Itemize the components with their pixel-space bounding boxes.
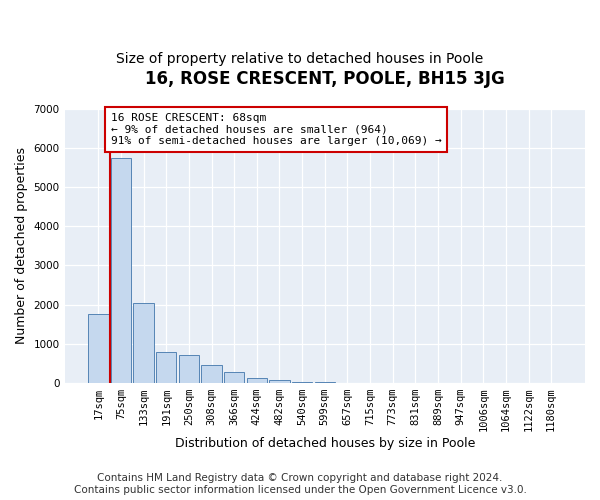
Bar (292, 382, 313, 383)
Text: Contains HM Land Registry data © Crown copyright and database right 2024.
Contai: Contains HM Land Registry data © Crown c… (74, 474, 526, 495)
Bar (156, 352, 176, 383)
Bar (202, 365, 222, 383)
Bar (247, 378, 267, 383)
Text: 16 ROSE CRESCENT: 68sqm
← 9% of detached houses are smaller (964)
91% of semi-de: 16 ROSE CRESCENT: 68sqm ← 9% of detached… (111, 113, 442, 146)
Text: Size of property relative to detached houses in Poole: Size of property relative to detached ho… (116, 52, 484, 66)
Bar (88, 314, 109, 383)
Bar (133, 302, 154, 383)
Y-axis label: Number of detached properties: Number of detached properties (15, 148, 28, 344)
X-axis label: Distribution of detached houses by size in Poole: Distribution of detached houses by size … (175, 437, 475, 450)
Bar (224, 372, 244, 383)
Title: 16, ROSE CRESCENT, POOLE, BH15 3JG: 16, ROSE CRESCENT, POOLE, BH15 3JG (145, 70, 505, 88)
Bar (269, 380, 290, 383)
Bar (179, 356, 199, 383)
Bar (111, 158, 131, 383)
